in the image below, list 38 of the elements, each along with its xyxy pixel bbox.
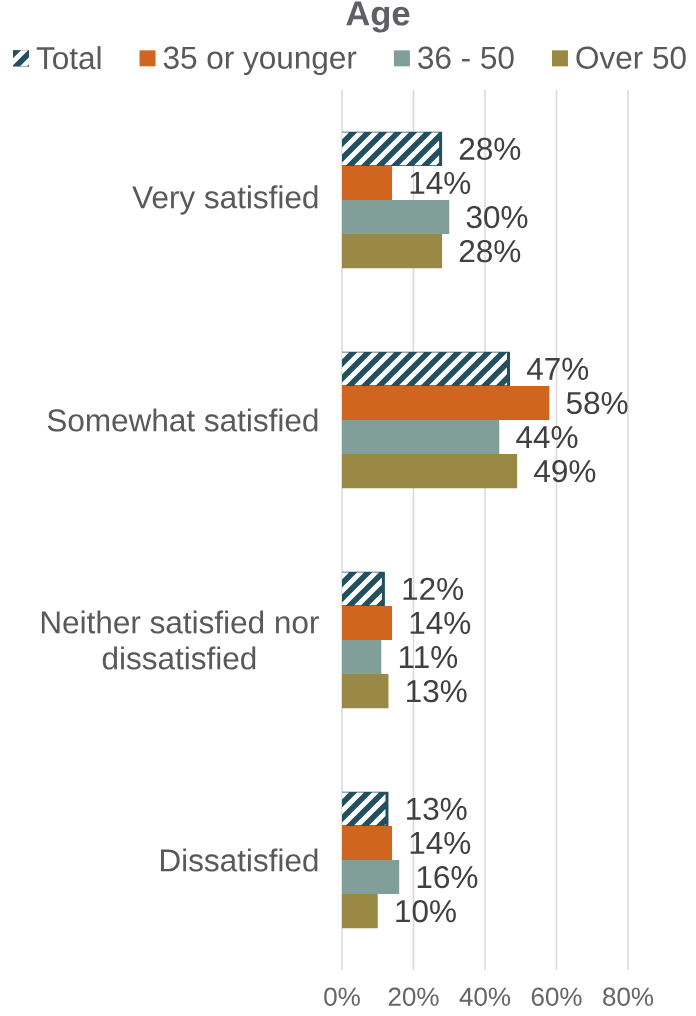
data-label: 10%: [396, 900, 456, 923]
legend-label: Total: [36, 46, 101, 70]
data-label: 14%: [410, 171, 471, 194]
data-label: 30%: [466, 205, 528, 229]
data-label: 49%: [534, 460, 596, 483]
data-label: 14%: [410, 831, 471, 854]
data-label: 47%: [526, 357, 589, 380]
bar: [342, 200, 450, 235]
y-tick-label: Somewhat satisfied: [47, 408, 318, 432]
x-tick-label: 20%: [388, 987, 439, 1006]
bar: [342, 860, 400, 895]
data-label: 13%: [407, 797, 467, 821]
bar: [342, 420, 500, 455]
data-label: 44%: [516, 426, 578, 449]
data-label: 58%: [566, 391, 628, 415]
x-tick-label: 60%: [531, 987, 582, 1006]
y-tick-label: Dissatisfied: [161, 848, 318, 872]
data-label: 28%: [459, 240, 521, 263]
bar: [342, 234, 443, 269]
data-label: 16%: [417, 865, 478, 889]
bar: [342, 894, 378, 929]
data-label: 14%: [410, 611, 471, 634]
x-tick-label: 40%: [459, 987, 511, 1006]
bar: [342, 454, 518, 489]
y-tick-label: Very satisfied: [132, 185, 318, 215]
data-label: 11%: [399, 646, 458, 669]
data-label: 12%: [403, 577, 464, 600]
data-label: 28%: [459, 137, 521, 161]
x-tick-label: 0%: [324, 987, 360, 1006]
data-label: 13%: [407, 680, 467, 703]
legend-label: 35 or younger: [163, 46, 357, 76]
legend-label: Over 50: [576, 46, 686, 69]
legend-label: 36 - 50: [418, 46, 514, 69]
y-tick-label: Neither satisfied nor dissatisfied: [41, 610, 319, 670]
chart-title: Age: [346, 1, 410, 33]
bar: [342, 674, 389, 709]
bar: [342, 640, 382, 675]
x-tick-label: 80%: [603, 987, 654, 1006]
